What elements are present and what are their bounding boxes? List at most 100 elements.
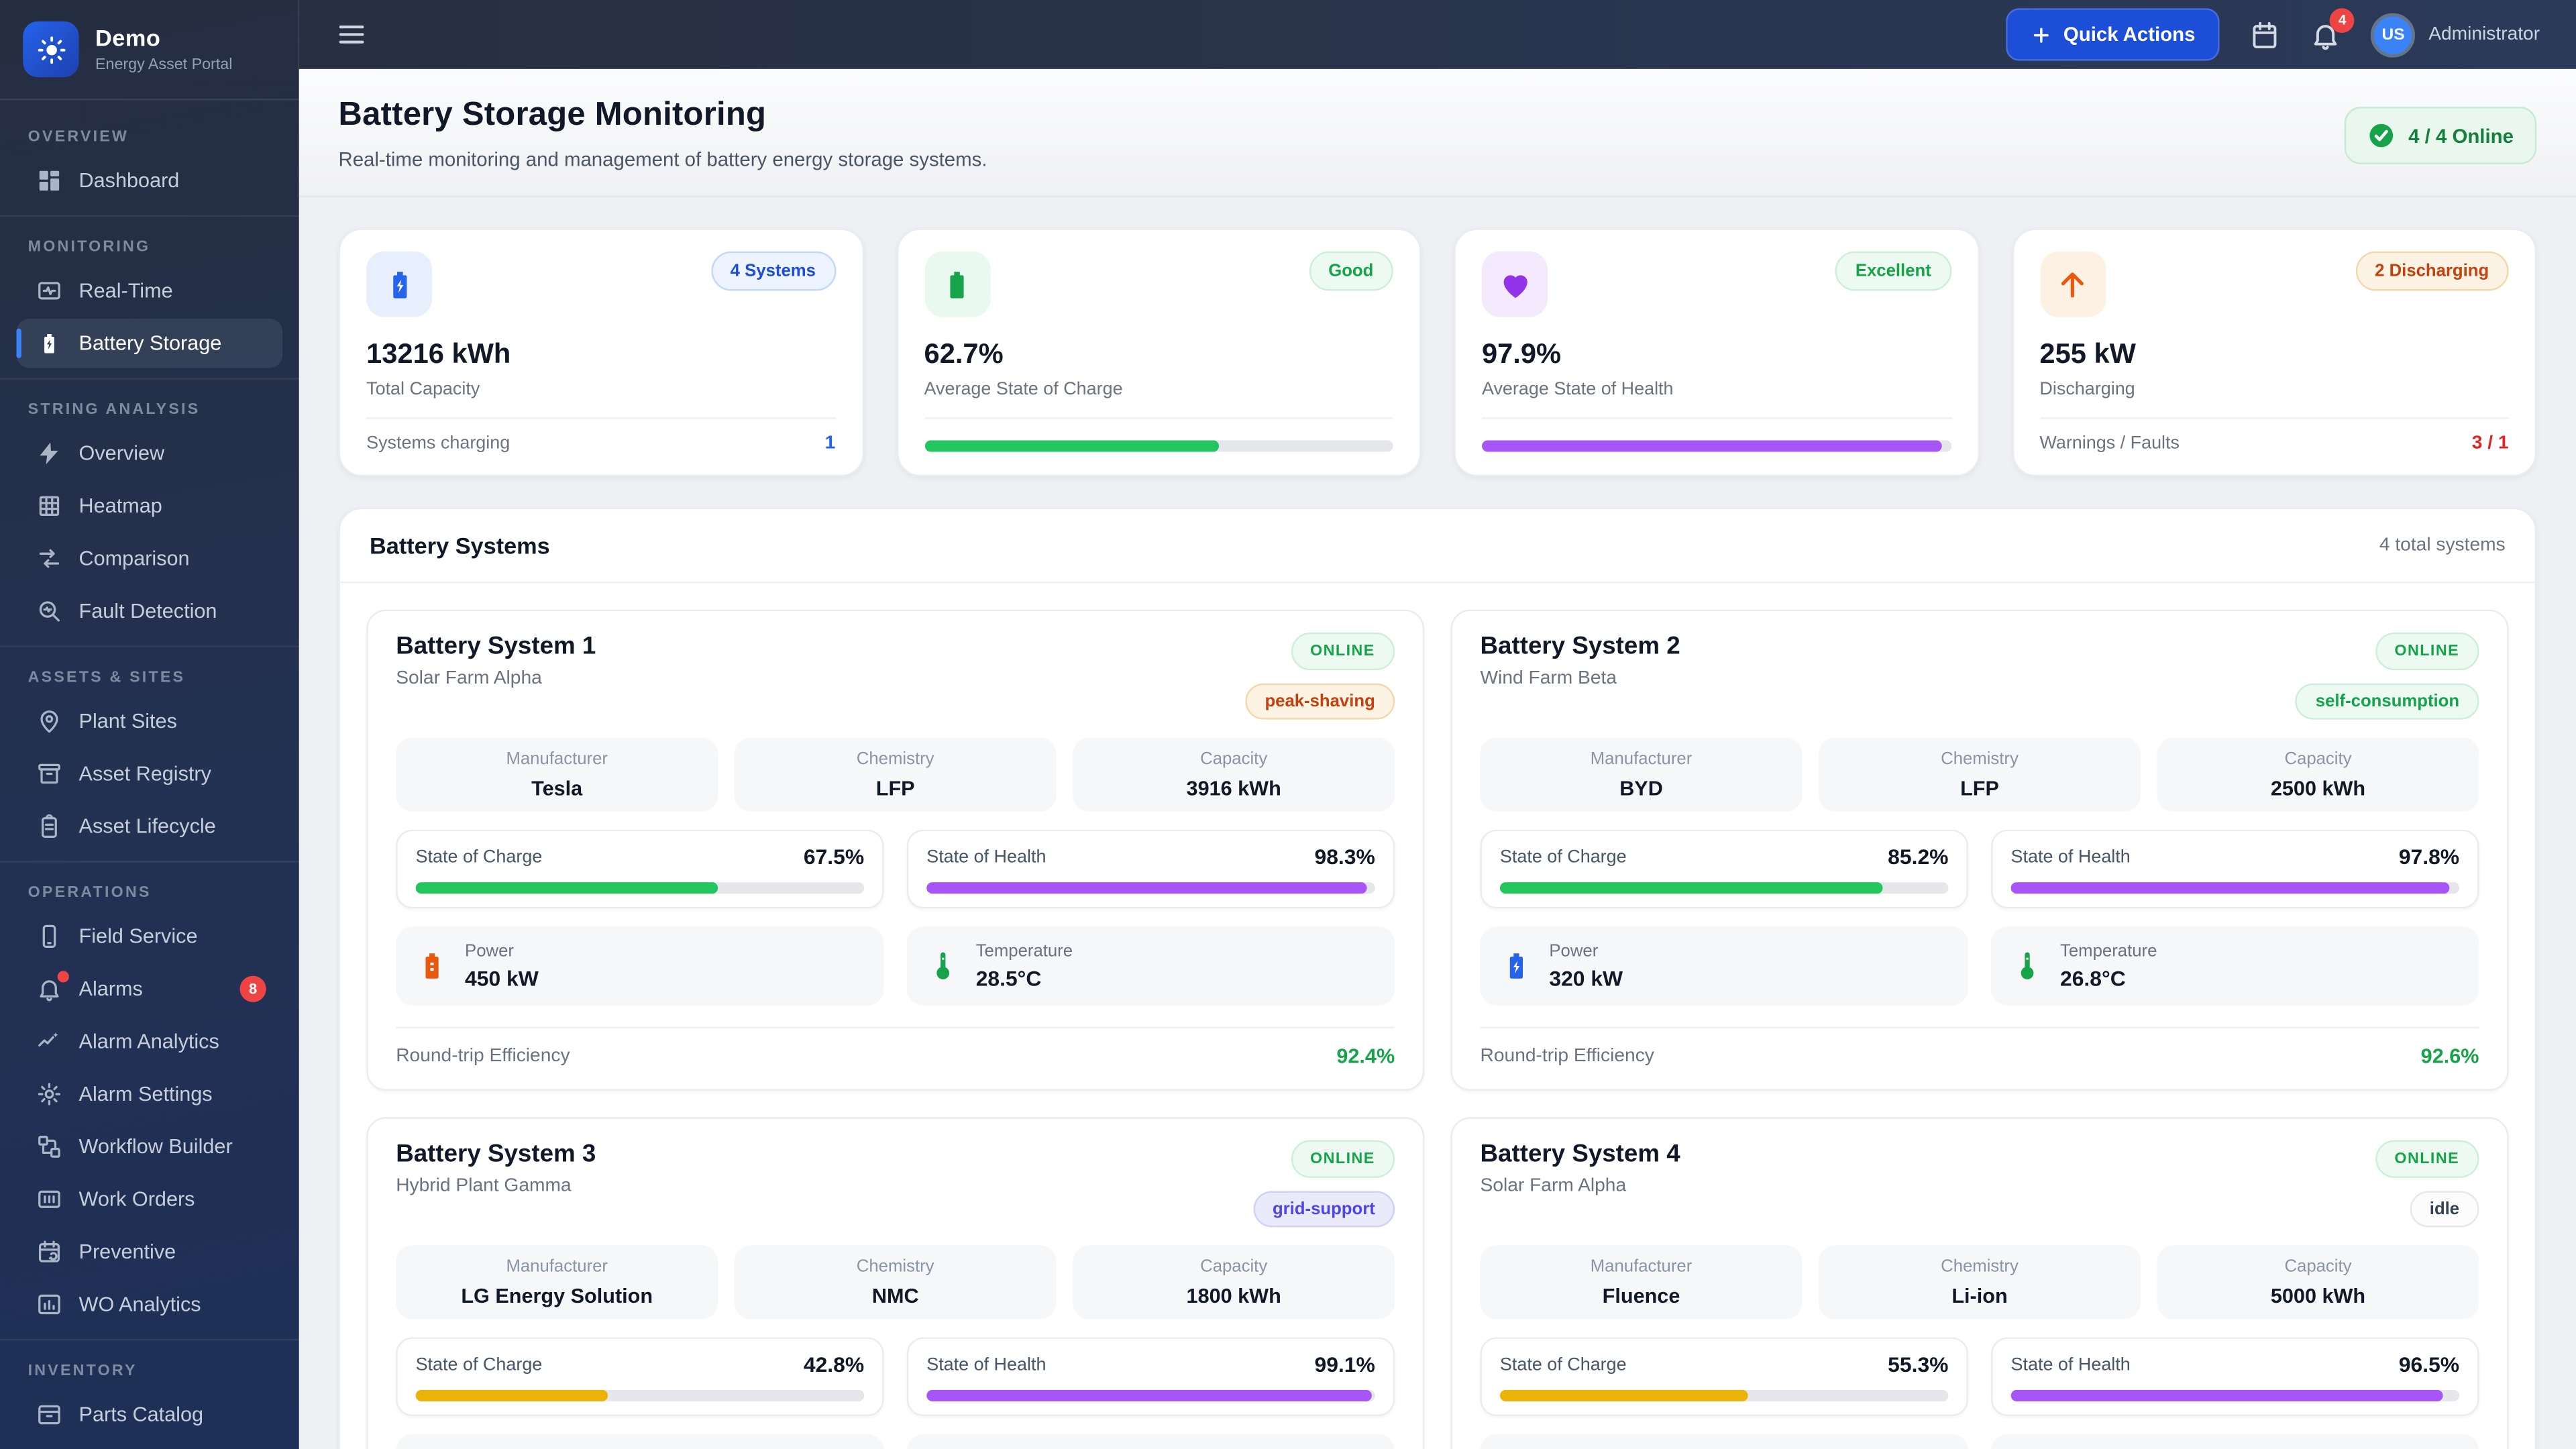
- clipboard-icon: [36, 813, 62, 839]
- spec-value: 3916 kWh: [1186, 777, 1281, 800]
- system-name: Battery System 1: [396, 632, 596, 661]
- progress-fill: [415, 882, 718, 894]
- sidebar-item-overview[interactable]: Overview: [16, 429, 282, 478]
- spec-label: Chemistry: [856, 1256, 934, 1277]
- metric-label: State of Health: [2010, 1354, 2131, 1375]
- sidebar-item-parts-catalog[interactable]: Parts Catalog: [16, 1390, 282, 1439]
- alert-dot: [57, 971, 69, 983]
- sidebar-item-fault-detection[interactable]: Fault Detection: [16, 586, 282, 635]
- sidebar-item-label: Alarm Settings: [78, 1082, 213, 1106]
- power-box: Power 450 kW: [396, 926, 884, 1006]
- system-titles: Battery System 2 Wind Farm Beta: [1481, 633, 1680, 688]
- battery-system-card-2[interactable]: Battery System 2 Wind Farm Beta ONLINE self…: [1450, 609, 2509, 1091]
- sidebar-item-field-service[interactable]: Field Service: [16, 912, 282, 961]
- stat-label: Average State of Charge: [924, 379, 1123, 400]
- sidebar-item-real-time[interactable]: Real-Time: [16, 266, 282, 315]
- online-status-label: 4 / 4 Online: [2408, 123, 2514, 148]
- sidebar-item-alarm-settings[interactable]: Alarm Settings: [16, 1069, 282, 1118]
- notification-count-badge: 4: [2330, 7, 2355, 32]
- calendar-button[interactable]: [2249, 19, 2281, 50]
- sidebar-item-label: Workflow Builder: [78, 1135, 233, 1159]
- progress-track: [415, 882, 865, 894]
- metric-row: State of Health 97.8%: [2011, 845, 2460, 869]
- sidebar-item-comparison[interactable]: Comparison: [16, 534, 282, 583]
- arrow-up-icon: [2039, 251, 2106, 317]
- realtime-icon: [36, 278, 62, 304]
- stat-label: Total Capacity: [366, 379, 480, 400]
- spec-label: Chemistry: [1941, 1256, 2019, 1277]
- sidebar-item-preventive[interactable]: Preventive: [16, 1227, 282, 1276]
- bell-icon: [36, 971, 69, 1002]
- sidebar-item-alarms[interactable]: Alarms 8: [16, 965, 282, 1014]
- spec-label: Chemistry: [856, 749, 934, 769]
- spec-manufacturer: Manufacturer LG Energy Solution: [396, 1245, 718, 1320]
- system-metrics: State of Charge 42.8% State of Health 99.1%: [396, 1337, 1395, 1417]
- stat-value: 62.7%: [924, 338, 1004, 370]
- metric-row: State of Health 99.1%: [926, 1352, 1375, 1377]
- sidebar-item-heatmap[interactable]: Heatmap: [16, 482, 282, 531]
- stat-cards-row: 4 Systems 13216 kWh Total Capacity Systems …: [299, 197, 2576, 477]
- system-header: Battery System 1 Solar Farm Alpha ONLINE pe…: [396, 632, 1395, 720]
- mode-badge: grid-support: [1252, 1191, 1395, 1228]
- menu-toggle-button[interactable]: [335, 18, 368, 51]
- sidebar-item-alarm-analytics[interactable]: Alarm Analytics: [16, 1017, 282, 1066]
- progress-fill: [415, 1389, 608, 1401]
- battery-system-card-3[interactable]: Battery System 3 Hybrid Plant Gamma ONLINE…: [366, 1117, 1425, 1449]
- sidebar-item-dashboard[interactable]: Dashboard: [16, 156, 282, 205]
- progress-track: [926, 882, 1375, 894]
- notifications-button[interactable]: 4: [2310, 7, 2355, 50]
- system-power-temp: Power125 kW Temperature27.2°C: [396, 1434, 1395, 1449]
- stat-footer: Systems charging 1: [366, 434, 835, 453]
- spec-value: 1800 kWh: [1186, 1285, 1281, 1308]
- spec-chemistry: Chemistry LFP: [734, 737, 1057, 812]
- quick-actions-button[interactable]: Quick Actions: [2006, 8, 2220, 61]
- sidebar-item-label: Dashboard: [78, 169, 180, 193]
- mode-badge: idle: [2410, 1191, 2479, 1228]
- system-efficiency: Round-trip Efficiency 92.4%: [396, 1026, 1395, 1068]
- sidebar-item-work-orders[interactable]: Work Orders: [16, 1175, 282, 1224]
- sidebar-item-asset-registry[interactable]: Asset Registry: [16, 749, 282, 798]
- stat-value: 255 kW: [2039, 338, 2136, 370]
- stat-badge: Good: [1308, 251, 1393, 291]
- metric-row: State of Charge 55.3%: [1500, 1352, 1949, 1377]
- sidebar-item-label: Heatmap: [78, 494, 162, 518]
- user-menu[interactable]: US Administrator: [2371, 12, 2540, 57]
- metric-value: 96.5%: [2398, 1352, 2460, 1377]
- battery-system-card-4[interactable]: Battery System 4 Solar Farm Alpha ONLINE id…: [1450, 1117, 2509, 1449]
- system-badges: ONLINE idle: [2375, 1140, 2479, 1228]
- spec-label: Manufacturer: [1590, 749, 1693, 769]
- sidebar-item-label: Comparison: [78, 547, 190, 570]
- sidebar-section-label: OVERVIEW: [28, 128, 129, 146]
- spec-value: BYD: [1619, 777, 1663, 800]
- mode-badge: self-consumption: [2296, 683, 2479, 720]
- spec-value: Li-ion: [1951, 1285, 2008, 1308]
- progress-fill: [924, 440, 1218, 452]
- archive-icon: [36, 761, 62, 787]
- temperature-box: Temperature27.2°C: [906, 1434, 1395, 1449]
- spec-value: Fluence: [1602, 1285, 1680, 1308]
- spec-label: Manufacturer: [1590, 1256, 1693, 1277]
- stat-card-1: 4 Systems 13216 kWh Total Capacity Systems …: [338, 228, 863, 477]
- sidebar-item-workflow-builder[interactable]: Workflow Builder: [16, 1122, 282, 1171]
- panel-count: 4 total systems: [2379, 535, 2506, 555]
- state-of-charge-metric: State of Charge 42.8%: [396, 1337, 884, 1417]
- progress-track: [924, 440, 1393, 452]
- spec-manufacturer: Manufacturer BYD: [1480, 737, 1803, 812]
- stat-card-top: 4 Systems: [366, 251, 836, 317]
- sidebar-section: INVENTORY Parts Catalog: [0, 1338, 299, 1439]
- battery-system-card-1[interactable]: Battery System 1 Solar Farm Alpha ONLINE pe…: [366, 609, 1425, 1091]
- gear-icon: [36, 1081, 62, 1107]
- sidebar-item-asset-lifecycle[interactable]: Asset Lifecycle: [16, 802, 282, 851]
- system-badges: ONLINE self-consumption: [2296, 632, 2479, 720]
- page-title: Battery Storage Monitoring: [338, 97, 767, 133]
- trend-icon: [36, 1028, 62, 1055]
- stat-footer: Warnings / Faults 3 / 1: [2039, 434, 2508, 453]
- sidebar-item-battery-storage[interactable]: Battery Storage: [16, 319, 283, 368]
- metric-label: State of Charge: [1499, 1354, 1627, 1375]
- spec-manufacturer: Manufacturer Tesla: [396, 737, 718, 812]
- sidebar-item-wo-analytics[interactable]: WO Analytics: [16, 1280, 282, 1329]
- sidebar-section-label: ASSETS & SITES: [28, 668, 186, 687]
- system-efficiency: Round-trip Efficiency 92.6%: [1480, 1026, 2479, 1068]
- sidebar-item-plant-sites[interactable]: Plant Sites: [16, 696, 282, 745]
- page-header: Battery Storage Monitoring Real-time mon…: [299, 68, 2576, 197]
